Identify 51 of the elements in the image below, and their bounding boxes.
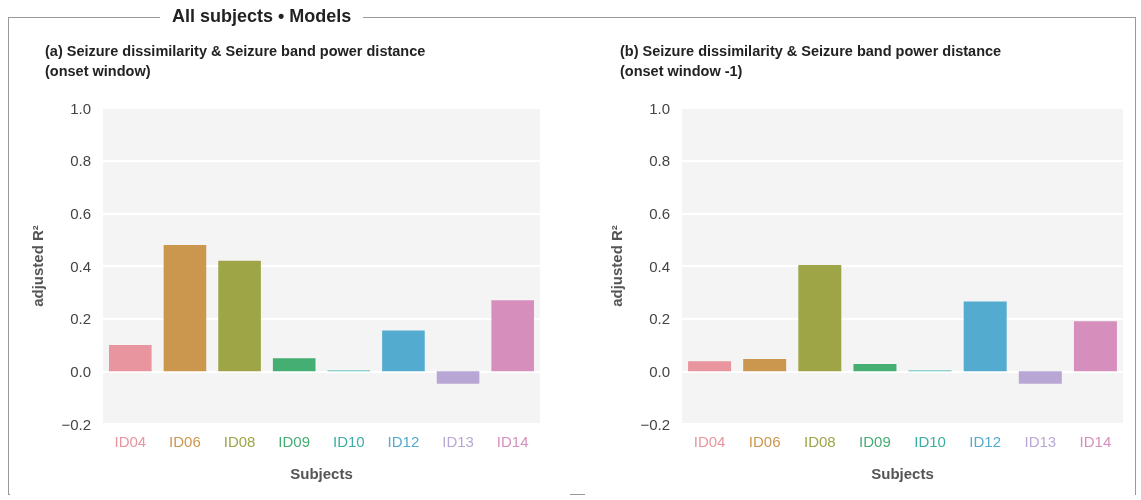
bar	[382, 330, 425, 372]
x-tick-label: ID10	[332, 433, 365, 450]
y-tick-label: 0.0	[70, 362, 91, 380]
x-axis-title: Subjects	[290, 465, 353, 482]
x-tick-label: ID08	[803, 433, 836, 450]
y-tick-label: 0.2	[70, 310, 91, 328]
x-tick-label: ID04	[693, 433, 726, 450]
bar	[163, 244, 207, 372]
y-tick-label: 0.6	[70, 204, 91, 222]
x-tick-label: ID12	[969, 433, 1002, 450]
y-tick-label: 0.4	[70, 257, 91, 275]
x-tick-label: ID09	[278, 433, 311, 450]
x-tick-label: ID06	[169, 433, 201, 450]
x-tick-label: ID06	[748, 433, 781, 450]
y-tick-label: 0.6	[649, 204, 670, 222]
bar	[1018, 371, 1062, 384]
y-tick-label: −0.2	[61, 415, 91, 433]
y-tick-label: 0.0	[649, 362, 670, 380]
y-axis-title: adjusted R²	[608, 225, 625, 307]
bar	[272, 358, 316, 372]
y-tick-label: 1.0	[70, 99, 91, 117]
x-tick-label: ID10	[914, 433, 946, 450]
x-tick-label: ID04	[114, 433, 147, 450]
bar	[963, 301, 1007, 372]
y-tick-label: 0.4	[649, 257, 670, 275]
y-tick-label: 0.8	[70, 152, 91, 170]
bar	[109, 345, 152, 372]
x-tick-label: ID13	[442, 433, 474, 450]
bar	[688, 361, 732, 372]
y-axis-title: adjusted R²	[29, 225, 46, 307]
chart-title: (b) Seizure dissimilarity & Seizure band power distance (onset window -1)	[620, 43, 1006, 79]
y-tick-label: 0.2	[649, 310, 670, 328]
x-tick-label: ID08	[223, 433, 256, 450]
chart-title: (a) Seizure dissimilarity & Seizure band power distance (onset window)	[45, 43, 430, 79]
bar	[1073, 321, 1117, 372]
x-tick-label: ID14	[1079, 433, 1112, 450]
bar	[743, 358, 787, 372]
bar	[491, 300, 534, 372]
x-tick-label: ID09	[859, 433, 891, 450]
y-tick-label: 0.8	[649, 152, 670, 170]
y-tick-label: −0.2	[640, 415, 670, 433]
bar	[798, 264, 842, 372]
x-tick-label: ID12	[387, 433, 420, 450]
bar	[853, 363, 897, 372]
bar	[436, 371, 480, 384]
bar	[218, 260, 261, 372]
x-axis-title: Subjects	[871, 465, 934, 482]
x-tick-label: ID13	[1024, 433, 1057, 450]
text: All subjects • Models	[160, 6, 364, 27]
x-tick-label: ID14	[496, 433, 529, 450]
y-tick-label: 1.0	[649, 99, 670, 117]
